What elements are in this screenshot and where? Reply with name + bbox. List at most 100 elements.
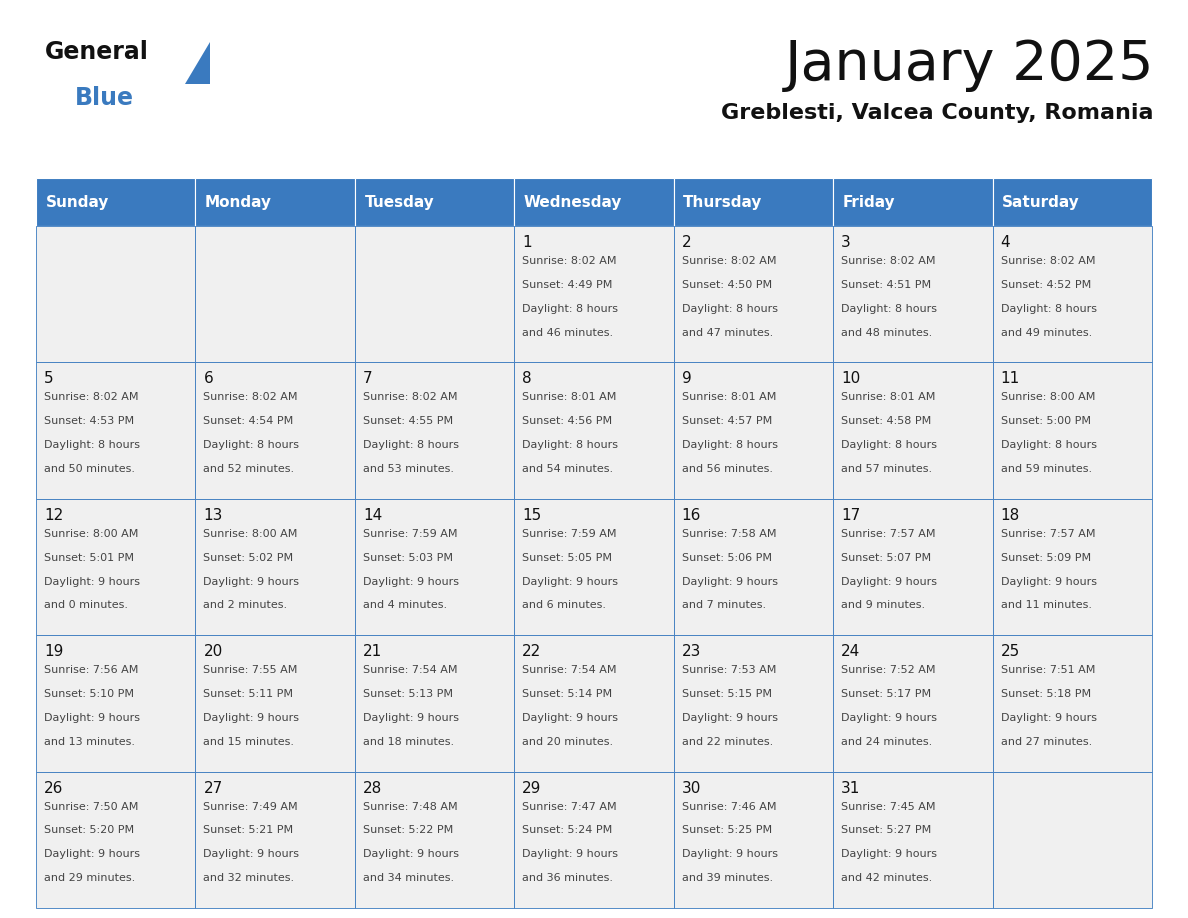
Text: and 59 minutes.: and 59 minutes. (1000, 464, 1092, 474)
Text: Daylight: 9 hours: Daylight: 9 hours (841, 713, 937, 723)
Bar (674, 226, 833, 363)
Text: Sunset: 4:51 PM: Sunset: 4:51 PM (841, 280, 931, 290)
Text: and 24 minutes.: and 24 minutes. (841, 737, 933, 747)
Text: Daylight: 9 hours: Daylight: 9 hours (1000, 577, 1097, 587)
Text: Sunset: 4:57 PM: Sunset: 4:57 PM (682, 416, 772, 426)
Text: 13: 13 (203, 508, 223, 522)
Text: Daylight: 9 hours: Daylight: 9 hours (523, 849, 618, 859)
Text: 8: 8 (523, 372, 532, 386)
Text: Sunset: 5:18 PM: Sunset: 5:18 PM (1000, 689, 1091, 700)
Bar (992, 635, 1152, 772)
Text: Daylight: 8 hours: Daylight: 8 hours (682, 440, 778, 450)
Text: Daylight: 8 hours: Daylight: 8 hours (682, 304, 778, 314)
Text: 19: 19 (44, 644, 63, 659)
Text: Sunset: 5:17 PM: Sunset: 5:17 PM (841, 689, 931, 700)
Bar (514, 178, 674, 226)
Text: and 52 minutes.: and 52 minutes. (203, 464, 295, 474)
Bar (674, 772, 833, 908)
Text: and 15 minutes.: and 15 minutes. (203, 737, 295, 747)
Text: Sunset: 5:20 PM: Sunset: 5:20 PM (44, 825, 134, 835)
Text: 17: 17 (841, 508, 860, 522)
Text: Sunrise: 8:02 AM: Sunrise: 8:02 AM (523, 256, 617, 266)
Text: Sunset: 5:24 PM: Sunset: 5:24 PM (523, 825, 613, 835)
Text: Sunrise: 8:02 AM: Sunrise: 8:02 AM (44, 392, 139, 402)
Text: and 54 minutes.: and 54 minutes. (523, 464, 613, 474)
Text: Daylight: 8 hours: Daylight: 8 hours (841, 440, 937, 450)
Text: and 56 minutes.: and 56 minutes. (682, 464, 772, 474)
Text: Sunset: 4:49 PM: Sunset: 4:49 PM (523, 280, 613, 290)
Bar (674, 498, 833, 635)
Text: and 50 minutes.: and 50 minutes. (44, 464, 135, 474)
Text: 18: 18 (1000, 508, 1019, 522)
Text: Daylight: 9 hours: Daylight: 9 hours (203, 713, 299, 723)
Text: Sunset: 5:22 PM: Sunset: 5:22 PM (362, 825, 453, 835)
Text: Sunrise: 7:57 AM: Sunrise: 7:57 AM (1000, 529, 1095, 539)
Text: Daylight: 8 hours: Daylight: 8 hours (362, 440, 459, 450)
Text: Wednesday: Wednesday (524, 195, 623, 209)
Text: and 47 minutes.: and 47 minutes. (682, 328, 773, 338)
Bar (514, 363, 674, 498)
Text: Sunrise: 7:54 AM: Sunrise: 7:54 AM (362, 666, 457, 676)
Bar (514, 772, 674, 908)
Text: and 49 minutes.: and 49 minutes. (1000, 328, 1092, 338)
Text: Sunset: 5:13 PM: Sunset: 5:13 PM (362, 689, 453, 700)
Text: Sunrise: 7:51 AM: Sunrise: 7:51 AM (1000, 666, 1095, 676)
Text: and 36 minutes.: and 36 minutes. (523, 873, 613, 883)
Text: Sunset: 4:52 PM: Sunset: 4:52 PM (1000, 280, 1091, 290)
Text: and 20 minutes.: and 20 minutes. (523, 737, 613, 747)
Text: and 13 minutes.: and 13 minutes. (44, 737, 135, 747)
Text: January 2025: January 2025 (784, 38, 1154, 92)
Text: and 11 minutes.: and 11 minutes. (1000, 600, 1092, 610)
Text: Sunrise: 8:01 AM: Sunrise: 8:01 AM (523, 392, 617, 402)
Text: 11: 11 (1000, 372, 1019, 386)
Text: Daylight: 9 hours: Daylight: 9 hours (523, 577, 618, 587)
Text: Daylight: 9 hours: Daylight: 9 hours (523, 713, 618, 723)
Bar (674, 363, 833, 498)
Text: Sunset: 5:06 PM: Sunset: 5:06 PM (682, 553, 772, 563)
Text: 24: 24 (841, 644, 860, 659)
Text: 2: 2 (682, 235, 691, 250)
Text: Sunrise: 7:48 AM: Sunrise: 7:48 AM (362, 801, 457, 812)
Bar (992, 363, 1152, 498)
Polygon shape (185, 42, 210, 84)
Text: Sunset: 5:03 PM: Sunset: 5:03 PM (362, 553, 453, 563)
Text: Daylight: 9 hours: Daylight: 9 hours (44, 577, 140, 587)
Bar (674, 635, 833, 772)
Text: General: General (45, 40, 148, 64)
Text: Sunrise: 8:01 AM: Sunrise: 8:01 AM (841, 392, 935, 402)
Text: and 57 minutes.: and 57 minutes. (841, 464, 933, 474)
Text: Sunrise: 7:52 AM: Sunrise: 7:52 AM (841, 666, 936, 676)
Text: and 7 minutes.: and 7 minutes. (682, 600, 766, 610)
Text: Sunrise: 7:59 AM: Sunrise: 7:59 AM (362, 529, 457, 539)
Text: Sunrise: 8:02 AM: Sunrise: 8:02 AM (682, 256, 776, 266)
Text: Tuesday: Tuesday (365, 195, 434, 209)
Text: Blue: Blue (75, 86, 134, 110)
Text: and 4 minutes.: and 4 minutes. (362, 600, 447, 610)
Text: Daylight: 9 hours: Daylight: 9 hours (44, 849, 140, 859)
Text: and 39 minutes.: and 39 minutes. (682, 873, 773, 883)
Bar (355, 772, 514, 908)
Text: Saturday: Saturday (1003, 195, 1080, 209)
Text: Sunset: 5:15 PM: Sunset: 5:15 PM (682, 689, 772, 700)
Text: Daylight: 8 hours: Daylight: 8 hours (523, 440, 618, 450)
Text: 12: 12 (44, 508, 63, 522)
Bar (833, 772, 992, 908)
Text: Sunset: 5:21 PM: Sunset: 5:21 PM (203, 825, 293, 835)
Text: and 6 minutes.: and 6 minutes. (523, 600, 606, 610)
Text: 15: 15 (523, 508, 542, 522)
Text: 29: 29 (523, 780, 542, 796)
Text: Sunday: Sunday (45, 195, 109, 209)
Text: Monday: Monday (206, 195, 272, 209)
Text: 1: 1 (523, 235, 532, 250)
Text: Daylight: 8 hours: Daylight: 8 hours (1000, 440, 1097, 450)
Bar (833, 363, 992, 498)
Text: 16: 16 (682, 508, 701, 522)
Bar (355, 498, 514, 635)
Text: Daylight: 9 hours: Daylight: 9 hours (362, 577, 459, 587)
Text: Sunset: 5:09 PM: Sunset: 5:09 PM (1000, 553, 1091, 563)
Text: Daylight: 8 hours: Daylight: 8 hours (44, 440, 140, 450)
Text: 26: 26 (44, 780, 63, 796)
Bar (36, 226, 196, 363)
Text: and 34 minutes.: and 34 minutes. (362, 873, 454, 883)
Text: Daylight: 9 hours: Daylight: 9 hours (841, 849, 937, 859)
